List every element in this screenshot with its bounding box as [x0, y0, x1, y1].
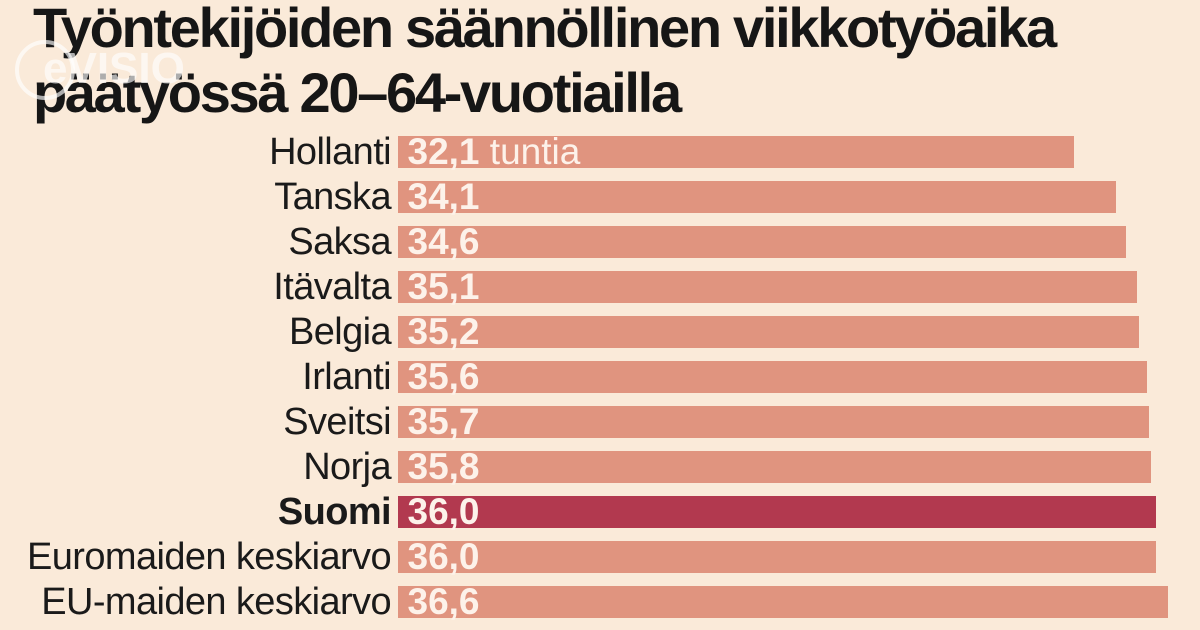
svg-text:eVISIO: eVISIO [43, 44, 185, 93]
